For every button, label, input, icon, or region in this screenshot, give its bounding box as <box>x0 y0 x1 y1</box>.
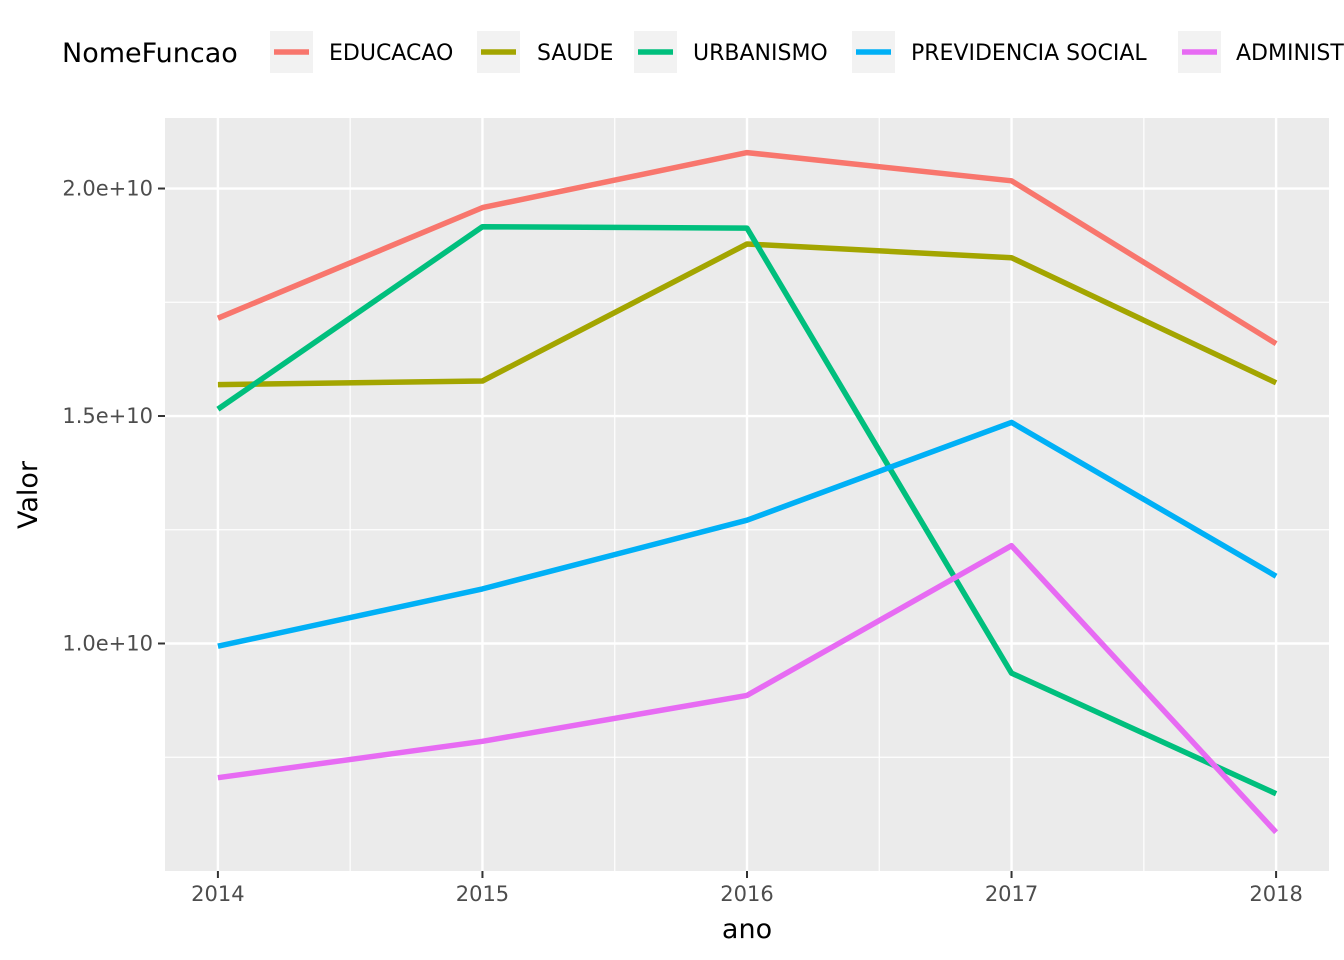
legend-label: ADMINISTRACAO <box>1236 41 1344 66</box>
y-tick-label: 2.0e+10 <box>62 177 153 201</box>
series-line-saude <box>217 241 1278 388</box>
legend-label: EDUCACAO <box>329 41 453 66</box>
legend-label: PREVIDENCIA SOCIAL <box>911 41 1147 66</box>
series-lines <box>216 149 1279 835</box>
y-tick-label: 1.5e+10 <box>62 404 153 428</box>
series-line-urbanismo <box>216 223 1278 797</box>
legend: NomeFuncao EDUCACAO SAUDE URBANISMO PREVIDE… <box>62 31 1344 73</box>
legend-label: URBANISMO <box>693 41 828 66</box>
x-tick-label: 2017 <box>985 882 1038 906</box>
series-line-educacao <box>216 149 1278 347</box>
y-tick-label: 1.0e+10 <box>62 632 153 656</box>
x-tick-label: 2016 <box>720 882 773 906</box>
y-axis-title: Valor <box>13 460 44 529</box>
x-tick-label: 2018 <box>1249 882 1302 906</box>
x-tick-label: 2015 <box>456 882 509 906</box>
x-tick-label: 2014 <box>191 882 244 906</box>
y-axis: 1.0e+10 1.5e+10 2.0e+10 <box>62 177 165 656</box>
x-axis-title: ano <box>722 914 772 945</box>
x-axis: 2014 2015 2016 2017 2018 <box>191 871 1303 906</box>
legend-title: NomeFuncao <box>62 38 238 69</box>
series-line-previdencia-social <box>217 419 1278 649</box>
legend-label: SAUDE <box>537 41 613 66</box>
series-line-administracao <box>217 542 1279 835</box>
major-gridlines <box>165 118 1329 871</box>
